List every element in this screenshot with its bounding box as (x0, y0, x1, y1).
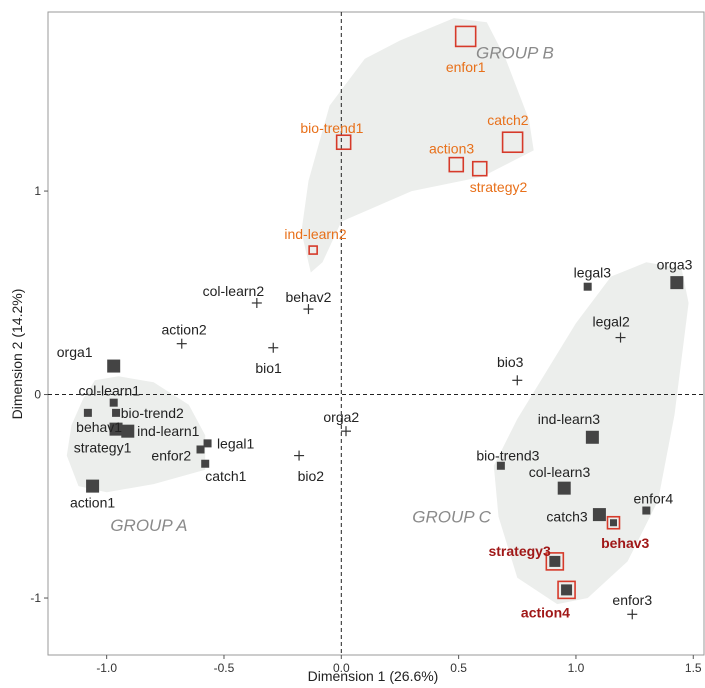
point-action2 (176, 338, 187, 349)
y-tick-label: 0 (34, 388, 41, 402)
label-catch3: catch3 (546, 509, 587, 525)
x-tick-label: 1.5 (685, 661, 702, 675)
point-catch3 (592, 508, 606, 522)
label-legal3: legal3 (574, 264, 612, 280)
x-tick-label: 0.5 (450, 661, 467, 675)
point-behav2 (303, 304, 314, 315)
label-action1: action1 (70, 494, 115, 510)
label-action4: action4 (521, 604, 570, 620)
axis-ticks: -1.0 -0.5 0.0 0.5 1.0 1.5 -1 0 1 (30, 184, 702, 675)
label-bio1: bio1 (255, 360, 282, 376)
point-legal1 (203, 439, 212, 448)
label-catch1: catch1 (205, 468, 246, 484)
point-enfor1 (454, 25, 477, 48)
group-hull-1 (301, 18, 534, 273)
plot-border (47, 11, 705, 656)
group-label-0: GROUP A (110, 516, 187, 535)
point-bio-trend3 (496, 461, 505, 470)
point-bio2 (294, 450, 305, 461)
label-strategy1: strategy1 (74, 439, 132, 455)
label-legal2: legal2 (592, 313, 630, 329)
point-orga1 (107, 359, 121, 373)
point-strategy3 (545, 552, 565, 571)
point-action3 (448, 156, 465, 173)
point-strategy2 (471, 160, 488, 177)
label-action2: action2 (162, 321, 207, 337)
y-axis-title: Dimension 2 (14.2%) (9, 289, 25, 420)
point-bio-trend1 (335, 134, 352, 151)
label-col-learn1: col-learn1 (79, 382, 141, 398)
label-bio3: bio3 (497, 354, 524, 370)
x-tick-label: 0.0 (333, 661, 350, 675)
point-orga2 (340, 426, 351, 437)
label-behav2: behav2 (285, 289, 331, 305)
group-hull-0 (66, 376, 206, 493)
point-enfor3 (627, 609, 638, 620)
label-bio-trend2: bio-trend2 (121, 405, 184, 421)
label-bio2: bio2 (298, 468, 325, 484)
point-bio3 (512, 375, 523, 386)
label-ind-learn1: ind-learn1 (137, 423, 199, 439)
label-bio-trend1: bio-trend1 (300, 120, 363, 136)
point-catch1 (201, 459, 210, 468)
label-enfor2: enfor2 (151, 448, 191, 464)
label-legal1: legal1 (217, 435, 255, 451)
point-behav3 (606, 515, 621, 530)
x-tick-label: -1.0 (96, 661, 117, 675)
label-strategy3: strategy3 (488, 543, 550, 559)
point-bio-trend2 (112, 408, 121, 417)
label-orga2: orga2 (323, 409, 359, 425)
point-strategy1 (109, 422, 123, 436)
point-action4 (557, 580, 576, 600)
label-orga1: orga1 (57, 344, 93, 360)
label-behav3: behav3 (601, 535, 649, 551)
point-enfor4 (642, 506, 651, 515)
point-action1 (86, 479, 100, 493)
point-legal2 (615, 332, 626, 343)
point-col-learn1 (109, 398, 118, 407)
point-orga3 (670, 276, 684, 290)
label-enfor1: enfor1 (446, 59, 486, 75)
point-ind-learn1 (121, 424, 135, 438)
label-strategy2: strategy2 (470, 179, 528, 195)
label-enfor4: enfor4 (634, 490, 674, 506)
label-action3: action3 (429, 140, 474, 156)
point-behav1 (83, 408, 92, 417)
data-points (83, 25, 684, 620)
x-axis-title: Dimension 1 (26.6%) (308, 668, 439, 684)
x-tick-label: 1.0 (568, 661, 585, 675)
point-col-learn2 (251, 297, 262, 308)
group-labels: GROUP A GROUP B GROUP C (110, 44, 554, 535)
label-ind-learn2: ind-learn2 (284, 226, 346, 242)
point-ind-learn3 (585, 430, 599, 444)
point-bio1 (268, 342, 279, 353)
x-tick-label: -0.5 (214, 661, 235, 675)
y-tick-label: -1 (30, 591, 41, 605)
label-col-learn3: col-learn3 (529, 464, 591, 480)
point-catch2 (501, 131, 524, 154)
label-behav1: behav1 (76, 419, 122, 435)
label-col-learn2: col-learn2 (203, 283, 265, 299)
plot-frame (47, 11, 705, 656)
label-ind-learn3: ind-learn3 (538, 411, 600, 427)
label-bio-trend3: bio-trend3 (476, 448, 539, 464)
point-legal3 (583, 282, 592, 291)
label-enfor3: enfor3 (612, 592, 652, 608)
group-label-2: GROUP C (412, 508, 491, 527)
point-col-learn3 (557, 481, 571, 495)
label-catch2: catch2 (487, 112, 528, 128)
label-orga3: orga3 (657, 256, 693, 272)
group-label-1: GROUP B (476, 44, 554, 63)
y-tick-label: 1 (34, 184, 41, 198)
point-ind-learn2 (308, 245, 318, 255)
point-enfor2 (196, 445, 205, 454)
